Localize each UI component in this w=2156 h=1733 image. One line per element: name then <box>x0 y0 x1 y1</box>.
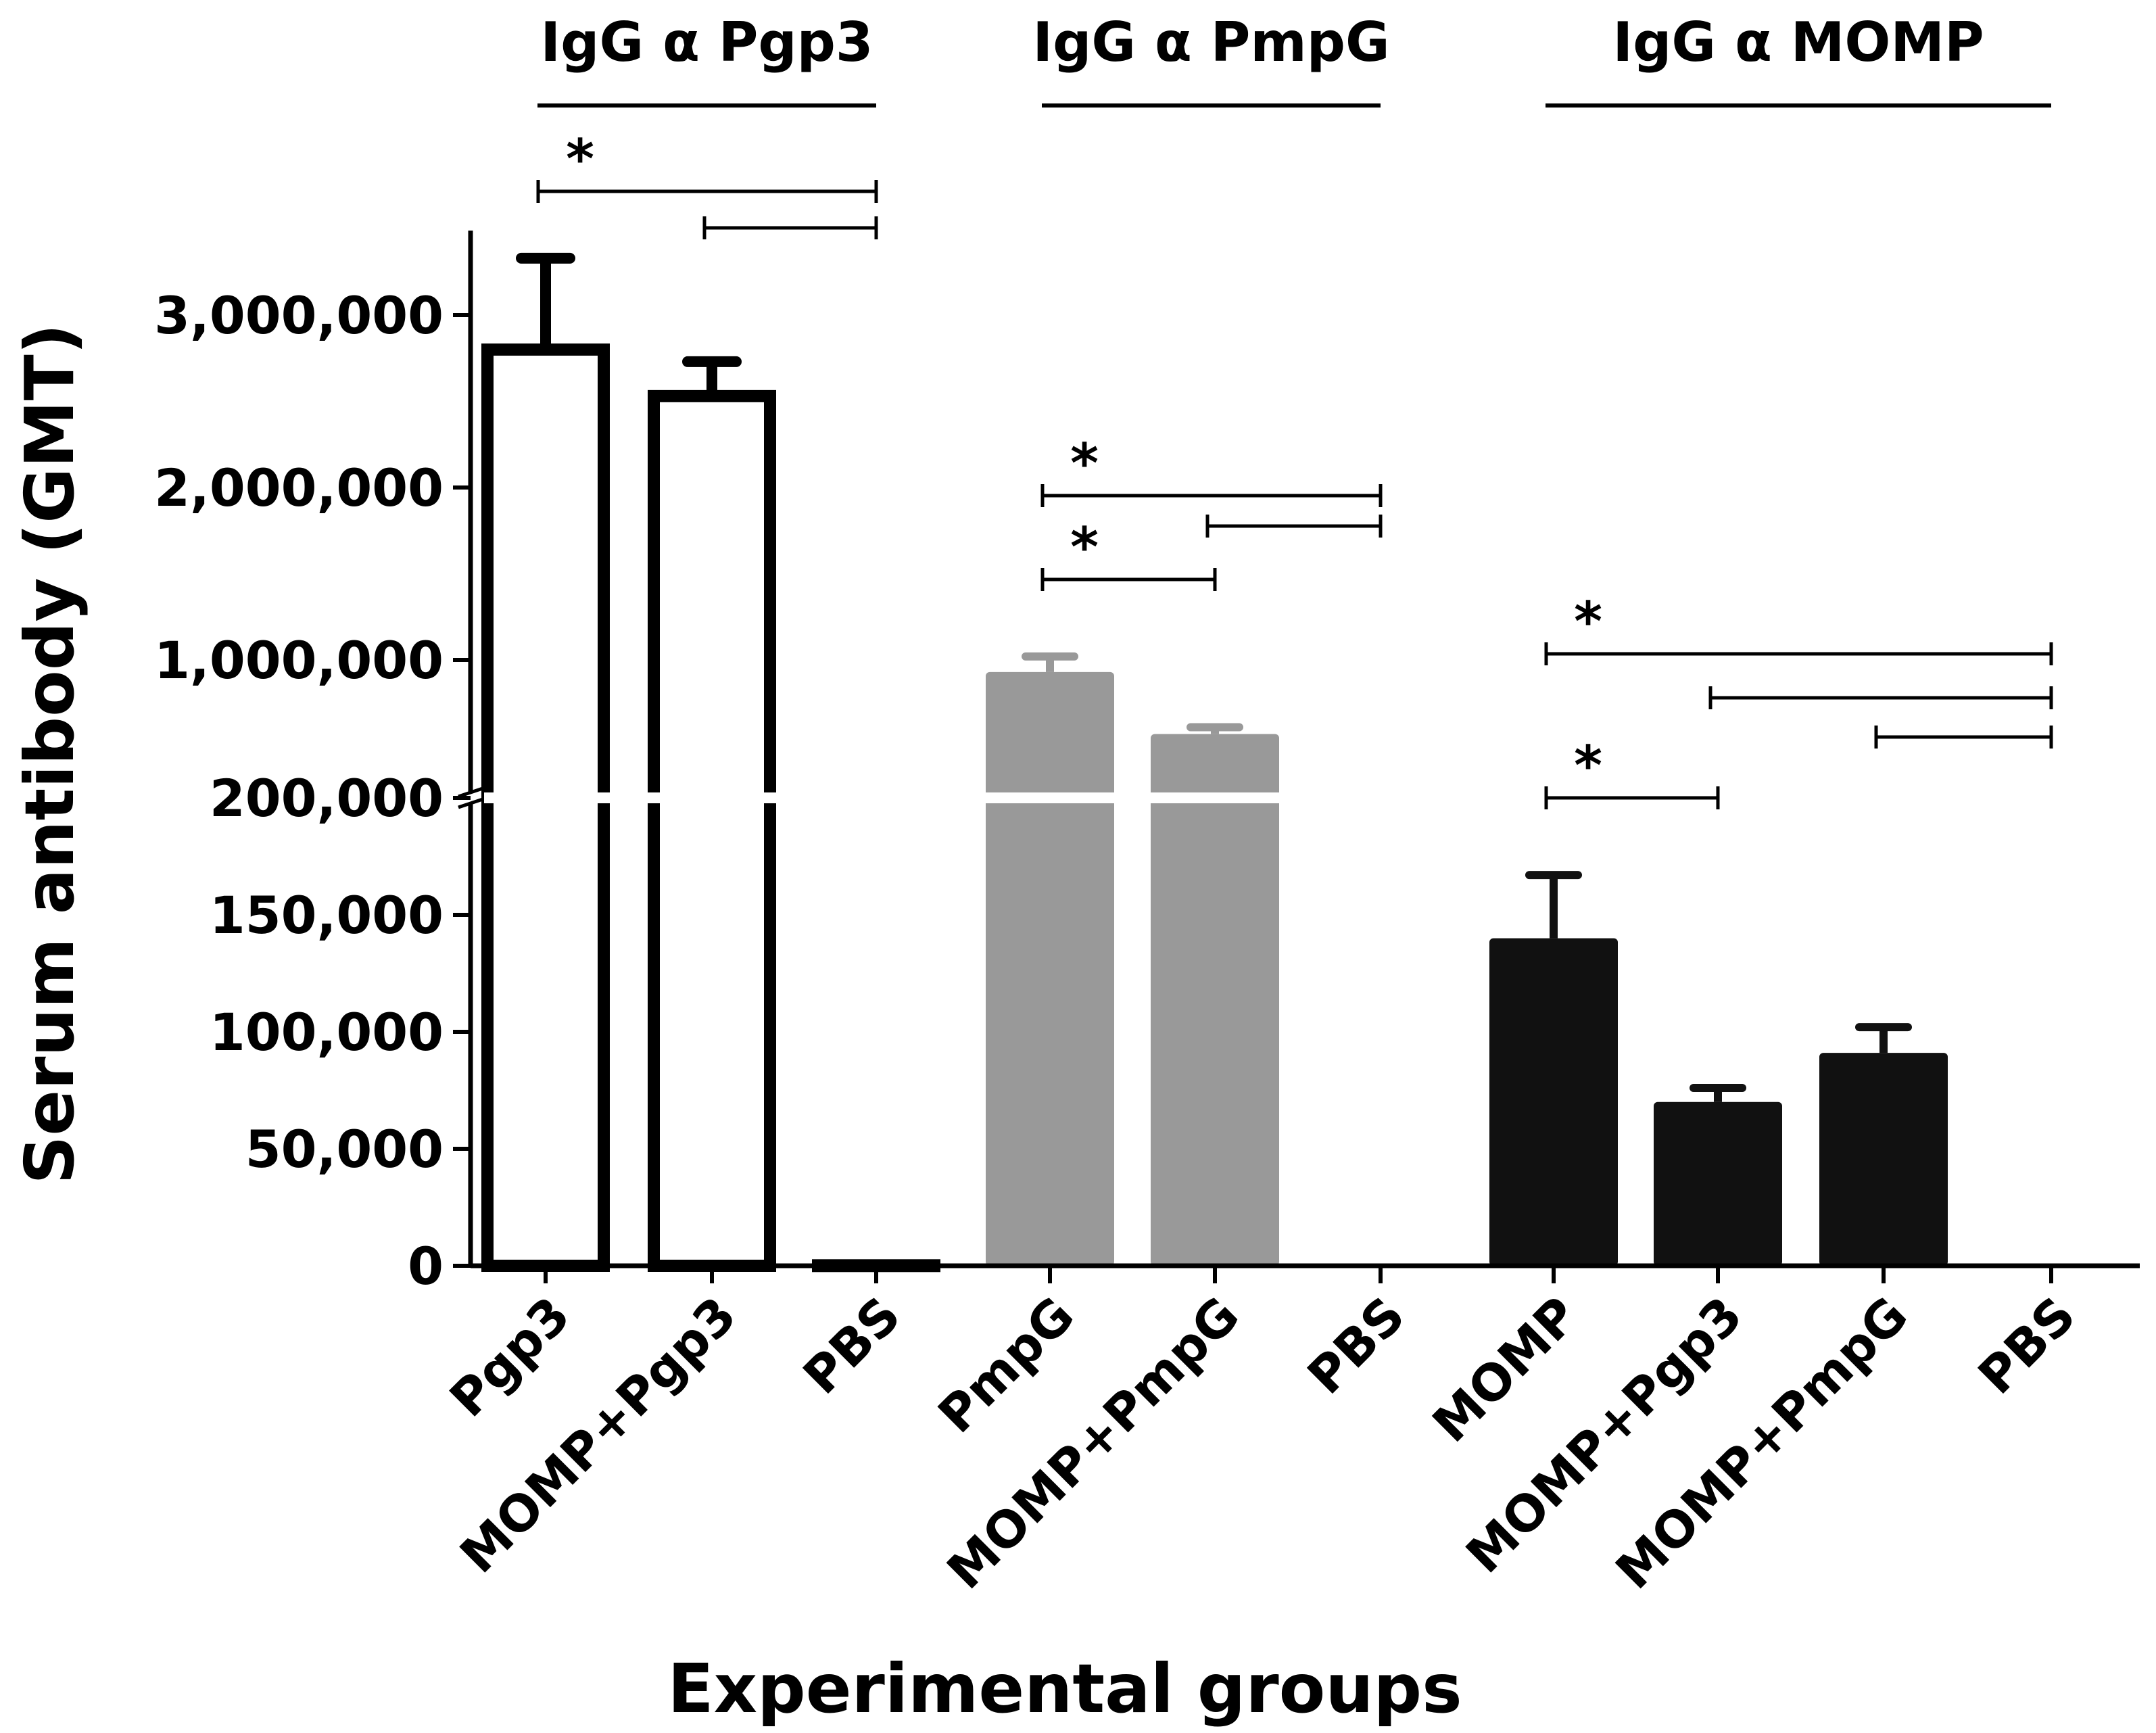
x-tick-label: PmpG <box>928 1286 1086 1444</box>
y-axis-title: Serum antibody (GMT) <box>10 323 89 1184</box>
y-tick-label: 100,000 <box>210 1002 444 1062</box>
x-tick-label: Pgp3 <box>439 1286 581 1428</box>
bar <box>1489 938 1618 1266</box>
significance-star: * <box>1574 590 1602 653</box>
y-tick-label: 50,000 <box>245 1119 444 1179</box>
bar <box>986 671 1114 1266</box>
significance-star: * <box>566 128 594 191</box>
bar <box>1819 1053 1948 1266</box>
bar <box>1151 734 1279 1266</box>
x-tick-label: PBS <box>792 1286 912 1406</box>
y-tick-label: 2,000,000 <box>154 458 444 518</box>
y-tick-label: 0 <box>408 1236 444 1296</box>
group-title: IgG α MOMP <box>1612 11 1984 74</box>
x-tick-label: PBS <box>1967 1286 2087 1406</box>
y-tick-label: 150,000 <box>210 885 444 945</box>
y-tick-label: 1,000,000 <box>154 630 444 690</box>
bar <box>481 343 610 1272</box>
x-tick-label: MOMP <box>1422 1286 1589 1454</box>
x-tick-label: MOMP+Pgp3 <box>449 1286 747 1584</box>
x-axis-title: Experimental groups <box>667 1649 1462 1728</box>
group-title: IgG α Pgp3 <box>540 11 873 74</box>
bar <box>1654 1101 1782 1266</box>
y-tick-label: 3,000,000 <box>154 285 444 346</box>
bar <box>648 389 776 1272</box>
group-title: IgG α PmpG <box>1032 11 1389 74</box>
axis-break-mark <box>458 797 483 809</box>
significance-star: * <box>1574 734 1602 797</box>
significance-star: * <box>1070 432 1099 495</box>
axis-break-gap <box>484 792 2153 803</box>
significance-star: * <box>1070 516 1099 579</box>
x-tick-label: MOMP+Pgp3 <box>1455 1286 1753 1584</box>
axis-break-mark <box>458 786 483 799</box>
y-tick-label: 200,000 <box>210 768 444 828</box>
x-tick-label: MOMP+PmpG <box>1605 1286 1919 1600</box>
x-tick-label: MOMP+PmpG <box>936 1286 1251 1600</box>
x-tick-label: PBS <box>1297 1286 1416 1406</box>
